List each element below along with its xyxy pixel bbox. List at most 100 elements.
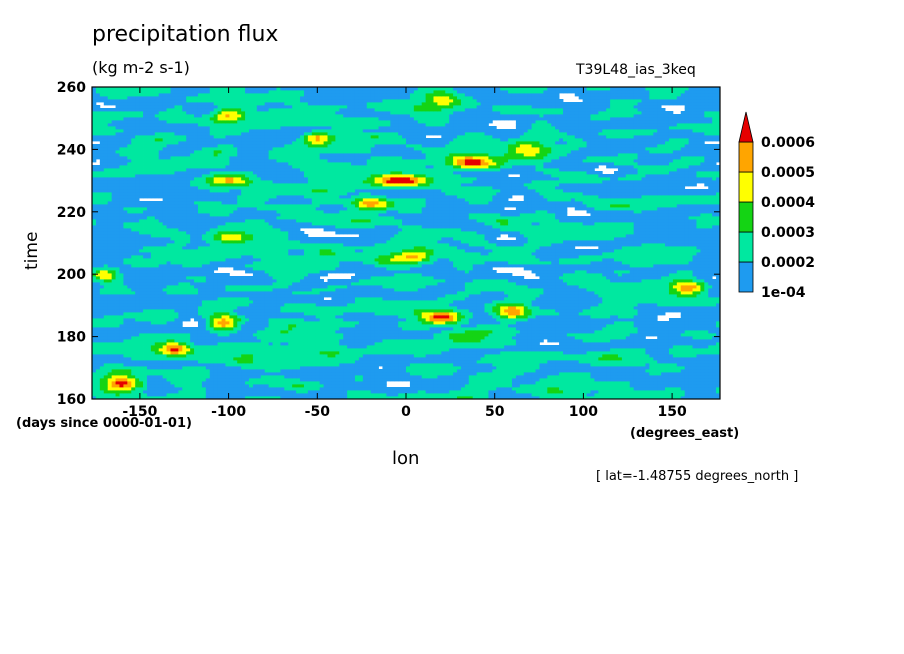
field-cell (374, 321, 379, 325)
field-cell (143, 354, 148, 358)
field-cell (641, 306, 646, 310)
field-cell (590, 324, 595, 328)
field-cell (649, 396, 654, 400)
field-cell (574, 351, 580, 355)
field-cell (268, 318, 273, 322)
field-cell (386, 339, 391, 343)
field-cell (174, 333, 179, 337)
field-cell (500, 390, 505, 394)
field-cell (606, 375, 611, 379)
field-cell (237, 381, 242, 385)
field-cell (284, 366, 289, 370)
field-cell (233, 348, 238, 352)
field-cell (92, 357, 97, 361)
field-cell (135, 384, 140, 388)
field-cell (276, 366, 281, 370)
field-cell (657, 306, 662, 310)
field-cell (237, 324, 242, 328)
field-cell (692, 363, 697, 367)
field-cell (378, 393, 383, 397)
field-cell (366, 339, 372, 343)
field-cell (150, 321, 156, 325)
field-cell (704, 348, 709, 352)
field-cell (366, 375, 372, 379)
field-cell (143, 321, 148, 325)
field-cell (476, 306, 481, 310)
field-cell (292, 321, 297, 325)
field-cell (354, 375, 360, 379)
field-cell (398, 342, 403, 346)
field-cell (358, 336, 364, 340)
field-cell (437, 378, 442, 382)
field-cell (519, 309, 525, 313)
field-cell (170, 369, 175, 373)
field-cell (378, 327, 383, 331)
field-cell (315, 360, 321, 364)
field-cell (586, 357, 591, 361)
field-cell (378, 303, 383, 307)
field-cell (519, 390, 525, 394)
field-cell (323, 378, 328, 382)
field-cell (343, 336, 348, 340)
field-cell (665, 357, 670, 361)
field-cell (457, 369, 462, 373)
field-cell (700, 390, 705, 394)
field-cell (637, 330, 642, 334)
field-cell (555, 393, 560, 397)
field-cell (362, 321, 368, 325)
field-cell (708, 336, 713, 340)
field-cell (402, 372, 407, 376)
field-cell (343, 339, 348, 343)
field-cell (476, 318, 481, 322)
field-cell (472, 360, 478, 364)
field-cell (103, 339, 109, 343)
field-cell (484, 306, 489, 310)
field-cell (92, 330, 97, 334)
field-cell (103, 381, 109, 385)
field-cell (696, 390, 701, 394)
field-cell (586, 378, 591, 382)
field-cell (111, 381, 116, 385)
field-cell (264, 318, 270, 322)
field-cell (409, 315, 415, 319)
field-cell (347, 324, 352, 328)
field-cell (398, 306, 403, 310)
field-cell (421, 336, 427, 340)
field-cell (453, 318, 458, 322)
field-cell (484, 348, 489, 352)
field-cell (280, 372, 285, 376)
field-cell (217, 381, 222, 385)
field-cell (665, 351, 670, 355)
field-cell (629, 342, 635, 346)
field-cell (590, 330, 595, 334)
field-cell (390, 339, 395, 343)
field-cell (668, 366, 674, 370)
field-cell (621, 396, 627, 400)
field-cell (170, 354, 175, 358)
field-cell (143, 342, 148, 346)
field-cell (358, 372, 364, 376)
field-cell (190, 303, 195, 307)
field-cell (194, 369, 199, 373)
field-cell (366, 357, 372, 361)
field-cell (464, 366, 470, 370)
field-cell (441, 384, 446, 388)
field-cell (162, 342, 167, 346)
field-cell (92, 381, 97, 385)
field-cell (154, 390, 160, 394)
field-cell (617, 321, 623, 325)
field-cell (653, 318, 658, 322)
field-cell (194, 303, 199, 307)
field-cell (209, 312, 215, 316)
field-cell (531, 315, 536, 319)
field-cell (488, 330, 493, 334)
field-cell (649, 360, 654, 364)
field-cell (303, 369, 309, 373)
field-cell (135, 348, 140, 352)
field-cell (523, 321, 529, 325)
field-cell (539, 345, 544, 349)
field-cell (311, 315, 317, 319)
field-cell (551, 390, 556, 394)
field-cell (209, 339, 215, 343)
field-cell (696, 315, 701, 319)
